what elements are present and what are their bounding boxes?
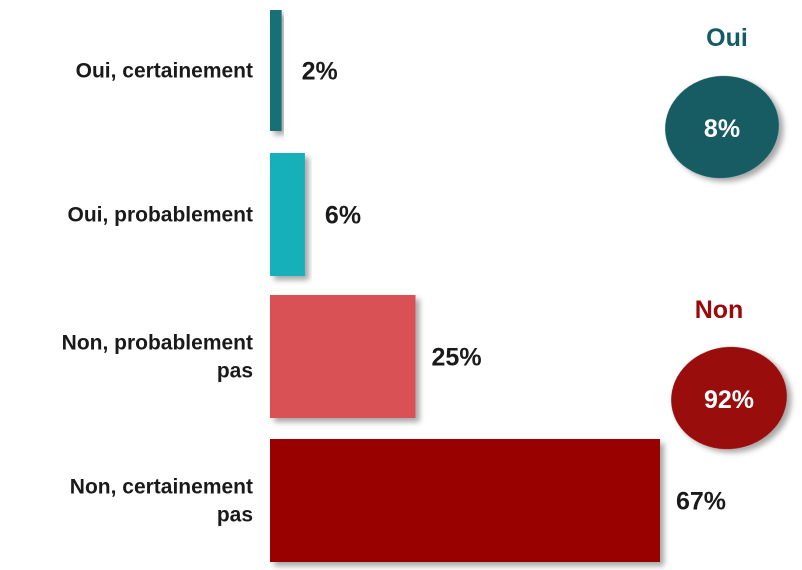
category-label: Oui, certainement [76, 60, 253, 83]
category-label: Non, certainement pas [70, 476, 253, 527]
category-label: Oui, probablement [67, 204, 253, 227]
category-label: Non, probablement pas [62, 332, 253, 383]
summary-value: 92% [704, 386, 754, 414]
summary-value: 8% [704, 115, 740, 143]
summary-badge [671, 346, 787, 450]
bar-4 [270, 439, 660, 562]
summary-badge [665, 75, 779, 179]
bar-3 [270, 295, 416, 418]
summary-badges: Oui 8% Non 92% [665, 24, 787, 450]
value-label: 25% [432, 344, 482, 372]
bars: Oui, certainement 2% Oui, probablement 6% No… [62, 10, 726, 562]
value-label: 67% [676, 488, 726, 516]
summary-title: Non [695, 296, 744, 324]
summary-title: Oui [706, 24, 748, 52]
bar-2 [270, 153, 305, 276]
value-label: 6% [325, 202, 361, 230]
bar-1 [270, 10, 282, 131]
value-label: 2% [302, 58, 338, 86]
